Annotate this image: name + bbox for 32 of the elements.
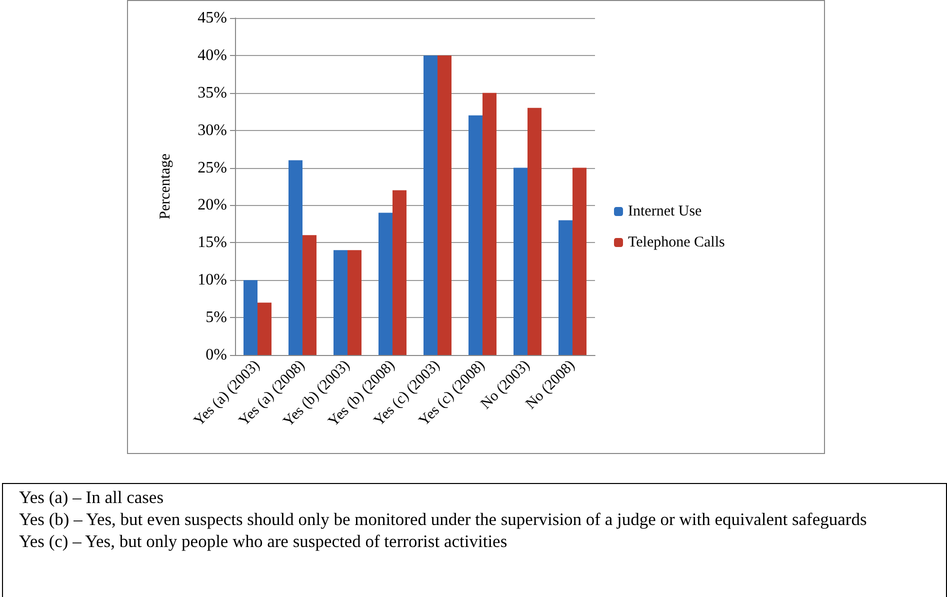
bar	[572, 168, 586, 355]
bar	[302, 235, 316, 355]
bar	[348, 250, 362, 355]
bar	[244, 280, 258, 355]
y-tick-label: 5%	[206, 309, 227, 326]
bar	[558, 220, 572, 355]
y-tick-label: 30%	[198, 122, 227, 139]
bar	[424, 55, 438, 355]
bar	[334, 250, 348, 355]
y-tick-label: 25%	[198, 159, 227, 176]
bar	[468, 115, 482, 355]
y-tick-label: 10%	[198, 272, 227, 289]
y-tick-label: 15%	[198, 234, 227, 252]
y-tick-label: 0%	[206, 346, 227, 364]
legend-label: Internet Use	[628, 204, 702, 220]
bar	[528, 108, 542, 355]
bar	[438, 55, 452, 355]
text: Yes (b) – Yes, but even suspects should only be monitored under the supervision of a judge or with equivalent safeguards	[19, 508, 868, 530]
text: Yes (c) – Yes, but only people who are suspected of terrorist activities	[19, 530, 508, 552]
y-tick-label: 35%	[198, 84, 227, 102]
y-tick-label: 45%	[198, 10, 227, 26]
text: Yes (a) – In all cases	[19, 486, 165, 508]
y-tick-label: 20%	[198, 196, 227, 214]
bar	[378, 212, 392, 355]
bar	[258, 302, 272, 355]
bar	[514, 168, 528, 355]
y-axis-title: Percentage	[158, 153, 174, 220]
y-tick-label: 40%	[198, 46, 227, 64]
bar	[288, 160, 302, 355]
legend-label: Telephone Calls	[628, 234, 726, 250]
bar	[392, 190, 406, 355]
bar	[482, 92, 496, 355]
